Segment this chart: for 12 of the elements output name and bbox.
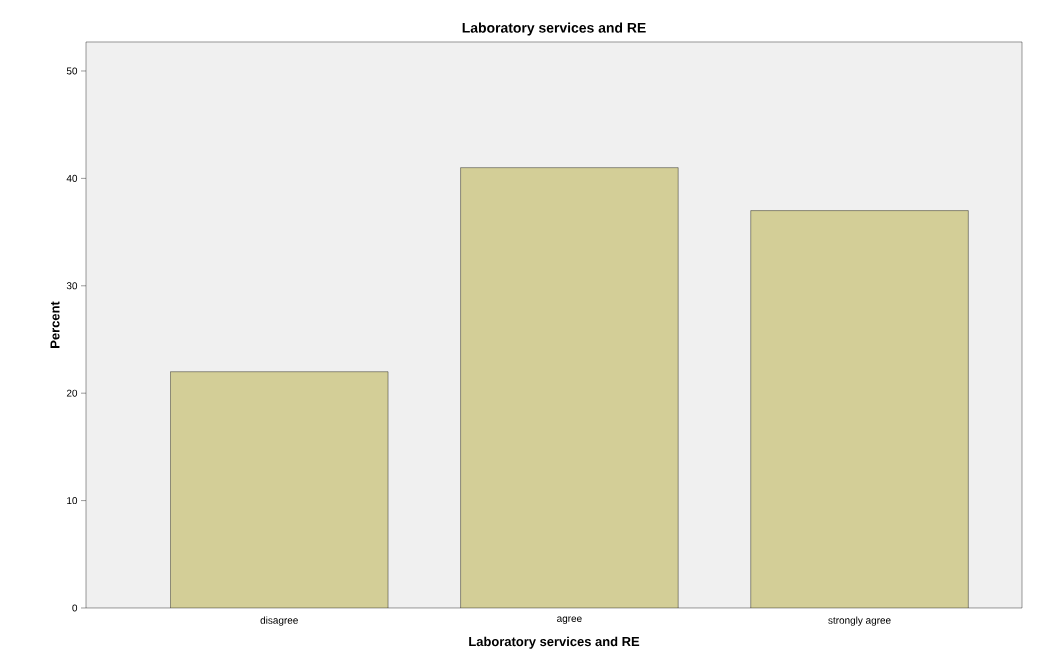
y-tick-label: 10	[67, 497, 78, 505]
y-tick-label: 30	[66, 282, 78, 290]
x-tick-label: agree	[557, 616, 582, 624]
y-tick-label: 40	[66, 174, 78, 182]
x-tick-label: strongly agree	[828, 616, 891, 626]
x-axis-title: Laboratory services and RE	[469, 636, 640, 649]
y-tick-label: 20	[66, 389, 78, 397]
chart-title: Laboratory services and RE	[462, 22, 646, 36]
y-tick-label: 50	[66, 67, 78, 75]
y-tick-label: 0	[72, 604, 78, 612]
y-axis-title: Percent	[50, 301, 60, 348]
x-tick-label: disagree	[260, 616, 298, 626]
